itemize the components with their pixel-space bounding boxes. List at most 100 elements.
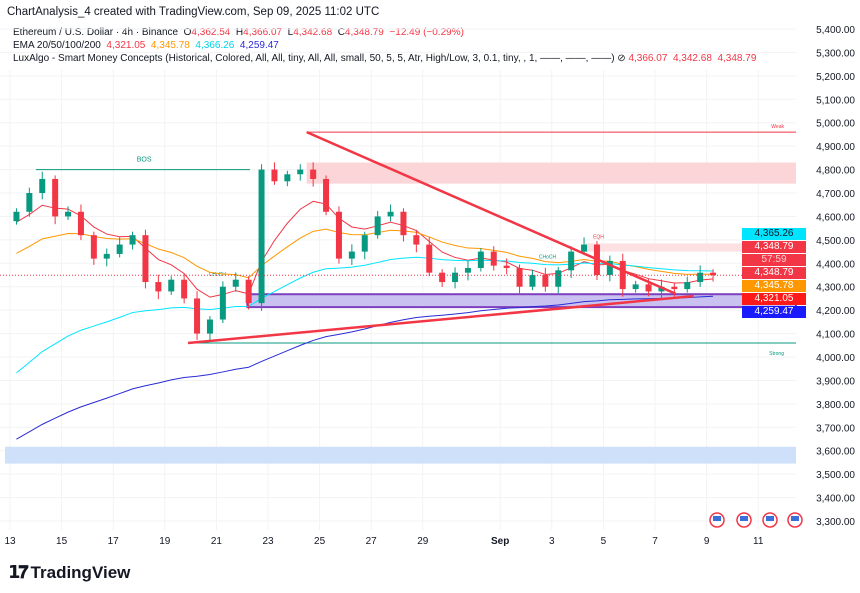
candle: [219, 286, 226, 320]
candle: [542, 275, 549, 287]
candle: [323, 178, 330, 212]
x-tick-label: 29: [417, 536, 429, 547]
candle: [452, 272, 459, 283]
y-tick-label: 3,400.00: [816, 494, 855, 505]
x-tick-label: 21: [211, 536, 223, 547]
candle: [77, 211, 84, 236]
high-value: 4,366.07: [243, 27, 283, 38]
candle: [129, 235, 136, 245]
eqh-zone: [585, 243, 796, 252]
ema50-value: 4,345.78: [150, 40, 190, 51]
candle: [26, 193, 33, 212]
candle: [606, 260, 613, 276]
y-tick-label: 3,800.00: [816, 400, 855, 411]
ema100-value: 4,366.26: [195, 40, 235, 51]
ema200-value: 4,259.47: [239, 40, 279, 51]
candle: [684, 282, 691, 290]
y-tick-label: 3,600.00: [816, 447, 855, 458]
annotation-label: CHoCH: [539, 255, 557, 261]
price-axis-label: 4,259.47: [742, 306, 806, 318]
low-value: 4,342.68: [293, 27, 333, 38]
annotation-label: CHoCH: [209, 272, 227, 278]
smc-label[interactable]: LuxAlgo - Smart Money Concepts (Historic…: [13, 53, 615, 64]
y-tick-label: 5,100.00: [816, 95, 855, 106]
y-tick-label: 4,000.00: [816, 353, 855, 364]
candle: [271, 169, 278, 182]
candle: [103, 253, 110, 259]
us-flag-event-icon: [791, 516, 799, 521]
y-tick-label: 4,100.00: [816, 330, 855, 341]
y-tick-label: 4,900.00: [816, 142, 855, 153]
candle: [335, 211, 342, 259]
candle: [477, 251, 484, 268]
candle: [374, 216, 381, 236]
y-tick-label: 4,500.00: [816, 236, 855, 247]
symbol-name[interactable]: Ethereum / U.S. Dollar · 4h · Binance: [13, 27, 179, 38]
symbol-legend: Ethereum / U.S. Dollar · 4h · Binance O4…: [13, 27, 464, 38]
candle: [568, 251, 575, 271]
tradingview-logo: 𝟭𝟕 TradingView: [8, 562, 130, 583]
candle: [671, 286, 678, 290]
order-block-zone: [246, 293, 798, 309]
candle: [297, 169, 304, 175]
price-axis-label: 57:59: [742, 254, 806, 266]
annotation-label: Strong: [769, 351, 784, 357]
ascending-trendline: [187, 294, 694, 345]
y-tick-label: 4,200.00: [816, 306, 855, 317]
y-tick-label: 5,200.00: [816, 72, 855, 83]
annotation-label: EQH: [593, 234, 604, 240]
y-tick-label: 3,700.00: [816, 423, 855, 434]
y-tick-label: 5,300.00: [816, 48, 855, 59]
candle: [284, 174, 291, 182]
ema-label[interactable]: EMA 20/50/100/200: [13, 40, 101, 51]
y-tick-label: 4,300.00: [816, 283, 855, 294]
smc-value: 4,366.07: [628, 53, 668, 64]
candle: [658, 286, 665, 292]
y-tick-label: 3,500.00: [816, 470, 855, 481]
candle: [645, 284, 652, 292]
candle: [426, 244, 433, 273]
smc-legend: LuxAlgo - Smart Money Concepts (Historic…: [13, 53, 757, 64]
y-tick-label: 5,000.00: [816, 119, 855, 130]
candle: [142, 235, 149, 283]
candle: [490, 251, 497, 266]
smc-value: 4,348.79: [717, 53, 757, 64]
candle: [348, 251, 355, 259]
x-tick-label: 23: [262, 536, 274, 547]
chart-title: ChartAnalysis_4 created with TradingView…: [7, 6, 380, 18]
candle: [206, 319, 213, 334]
x-tick-label: 3: [549, 536, 555, 547]
y-tick-label: 4,600.00: [816, 212, 855, 223]
candle: [387, 211, 394, 217]
candle: [258, 169, 265, 304]
candle: [52, 178, 59, 217]
change-value: −12.49 (−0.29%): [389, 27, 464, 38]
x-tick-label: 13: [4, 536, 16, 547]
tradingview-logo-icon: 𝟭𝟕: [8, 562, 28, 582]
candle: [439, 272, 446, 283]
x-tick-label: 25: [314, 536, 326, 547]
candle: [400, 211, 407, 236]
open-value: 4,362.54: [191, 27, 231, 38]
x-tick-label: Sep: [491, 536, 509, 547]
annotation-label: Weak: [771, 124, 784, 130]
candle: [155, 282, 162, 292]
close-value: 4,348.79: [344, 27, 384, 38]
ema20-value: 4,321.05: [106, 40, 146, 51]
price-axis-label: 4,365.26: [742, 228, 806, 240]
candle: [710, 272, 717, 276]
x-tick-label: 5: [601, 536, 607, 547]
candle: [697, 272, 704, 283]
candle: [232, 279, 239, 287]
supply-zone: [306, 162, 796, 184]
candle: [516, 267, 523, 287]
descending-trendline: [306, 130, 677, 295]
x-tick-label: 9: [704, 536, 710, 547]
y-tick-label: 4,400.00: [816, 259, 855, 270]
candle: [245, 279, 252, 304]
candle: [581, 244, 588, 252]
price-axis-label: 4,321.05: [742, 293, 806, 305]
x-tick-label: 7: [652, 536, 658, 547]
candle: [503, 265, 510, 268]
